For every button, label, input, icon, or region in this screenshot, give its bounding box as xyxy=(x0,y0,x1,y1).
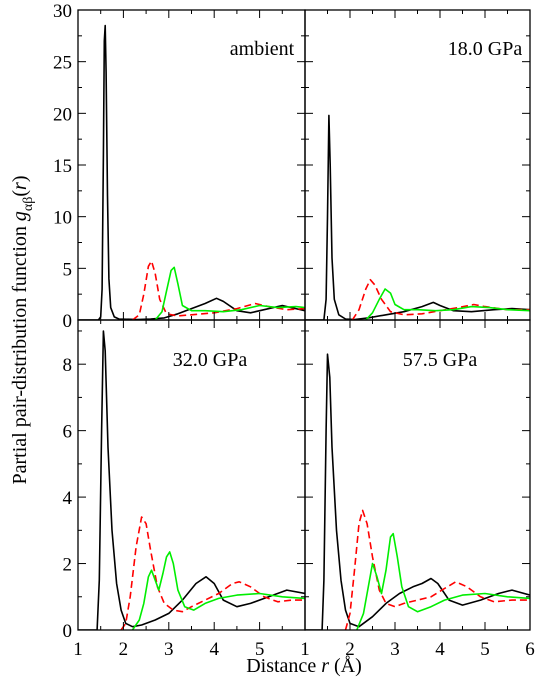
x-tick-label: 1 xyxy=(73,639,83,660)
x-tick-label: 3 xyxy=(164,639,174,660)
y-tick-label: 25 xyxy=(53,53,72,74)
series-line-3 xyxy=(154,266,305,320)
x-tick-label: 1 xyxy=(300,639,310,660)
series-line-3 xyxy=(356,532,530,630)
panel-title: 57.5 GPa xyxy=(403,349,478,371)
series-group xyxy=(78,24,305,320)
x-tick-label: 2 xyxy=(345,639,355,660)
y-tick-label: 10 xyxy=(53,208,72,229)
x-axis-label: Distance r (Å) xyxy=(246,655,362,677)
series-line-3 xyxy=(131,551,305,630)
x-tick-label: 4 xyxy=(435,639,445,660)
panel-title: 18.0 GPa xyxy=(448,38,523,60)
panel-top-left: 0 5 10 15 20 25 30 ambient xyxy=(53,1,306,332)
y-tick-label: 15 xyxy=(53,156,72,177)
series-line-2 xyxy=(120,516,305,630)
y-tick-label: 5 xyxy=(63,259,73,280)
x-tick-label: 6 xyxy=(525,639,535,660)
y-tick-label: 20 xyxy=(53,104,72,125)
series-line-2 xyxy=(344,509,530,630)
x-tick-label: 2 xyxy=(119,639,129,660)
y-axis-label: Partial pair-distribution function gαβ(r… xyxy=(9,175,36,484)
y-tick-label: 8 xyxy=(63,355,73,376)
x-tick-label: 5 xyxy=(480,639,490,660)
panel-bottom-right: 1 2 3 4 5 6 57.5 GPa xyxy=(300,319,535,660)
panel-bottom-left: 0 2 4 6 8 1 2 3 4 5 32.0 GPa xyxy=(63,319,306,660)
series-line-1 xyxy=(305,114,530,320)
y-tick-label: 4 xyxy=(63,488,73,509)
series-line-1 xyxy=(305,353,530,630)
y-tick-label: 6 xyxy=(63,422,73,443)
series-group xyxy=(78,330,305,630)
series-line-2 xyxy=(351,278,530,320)
series-line-1 xyxy=(78,24,305,320)
y-tick-label: 2 xyxy=(63,555,73,576)
series-group xyxy=(305,114,530,320)
y-tick-label: 30 xyxy=(53,1,72,22)
x-tick-label: 4 xyxy=(209,639,219,660)
series-line-3 xyxy=(365,288,530,320)
series-line-2 xyxy=(132,260,305,320)
panel-top-right: 18.0 GPa xyxy=(304,9,531,321)
y-tick-label: 0 xyxy=(63,621,73,642)
x-tick-label: 5 xyxy=(255,639,265,660)
x-tick-label: 3 xyxy=(390,639,400,660)
panel-title: 32.0 GPa xyxy=(173,349,248,371)
y-tick-label: 0 xyxy=(63,311,73,332)
series-group xyxy=(305,353,530,630)
panel-title: ambient xyxy=(230,38,295,60)
series-line-1 xyxy=(78,330,305,630)
